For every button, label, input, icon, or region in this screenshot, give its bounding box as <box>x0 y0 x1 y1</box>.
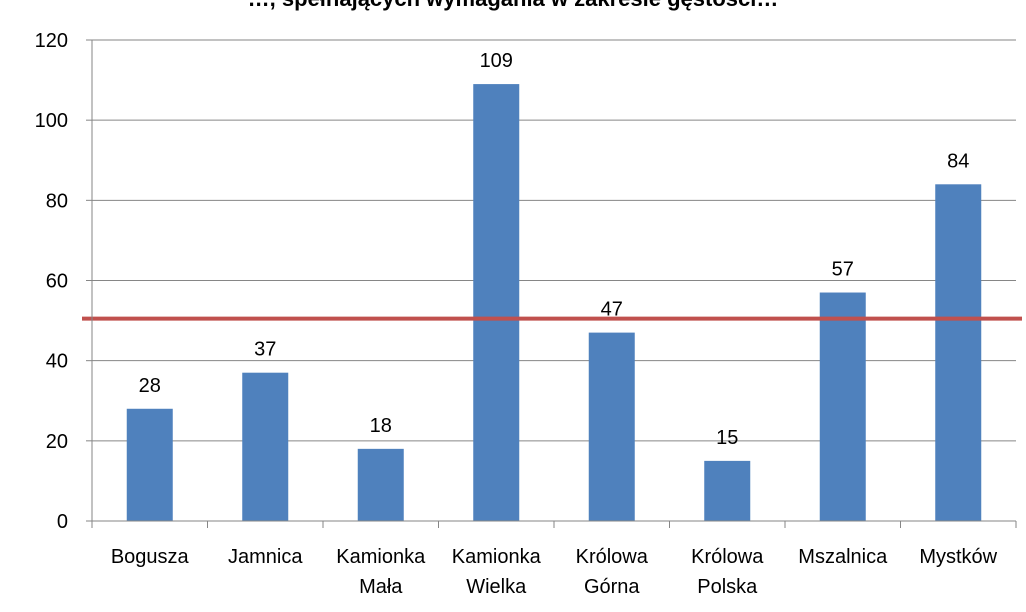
data-label: 18 <box>370 415 392 437</box>
y-tick-label: 40 <box>46 351 68 373</box>
y-tick-label: 100 <box>35 110 68 132</box>
category-label: Mała <box>359 576 403 598</box>
bar <box>819 292 866 521</box>
bar <box>704 460 751 521</box>
bar <box>126 408 173 521</box>
y-tick-label: 80 <box>46 190 68 212</box>
y-tick-label: 0 <box>57 511 68 533</box>
bar <box>357 448 404 521</box>
data-label: 84 <box>947 150 969 172</box>
category-label: Górna <box>584 576 640 598</box>
category-label: Wielka <box>466 576 527 598</box>
y-tick-label: 20 <box>46 431 68 453</box>
bar <box>473 84 520 521</box>
data-label: 28 <box>139 375 161 397</box>
y-axis-ticks: 0 20 40 60 80 100 120 <box>35 30 92 533</box>
category-label: Kamionka <box>336 546 426 568</box>
bar <box>588 332 635 521</box>
category-label: Jamnica <box>228 546 303 568</box>
data-label: 15 <box>716 427 738 449</box>
data-label: 37 <box>254 339 276 361</box>
bar <box>935 184 982 522</box>
data-label: 47 <box>601 299 623 321</box>
category-label: Bogusza <box>111 546 190 568</box>
data-label: 57 <box>832 259 854 281</box>
chart-title: …, spełnających wymagania w zakresie gęs… <box>248 0 779 11</box>
category-label: Polska <box>697 576 758 598</box>
category-label: Kamionka <box>452 546 542 568</box>
category-label: Królowa <box>691 546 764 568</box>
data-label: 109 <box>480 50 513 72</box>
bar <box>242 372 289 521</box>
bars <box>126 84 982 522</box>
category-label: Mszalnica <box>798 546 888 568</box>
y-tick-label: 60 <box>46 271 68 293</box>
x-axis-categories: Bogusza Jamnica Kamionka Mała Kamionka Wielka… <box>91 521 1017 598</box>
category-label: Królowa <box>576 546 649 568</box>
data-labels: 28 37 18 109 47 15 57 84 <box>139 50 970 449</box>
y-tick-label: 120 <box>35 30 68 52</box>
category-label: Mystków <box>919 546 997 568</box>
gridlines <box>92 39 1016 442</box>
